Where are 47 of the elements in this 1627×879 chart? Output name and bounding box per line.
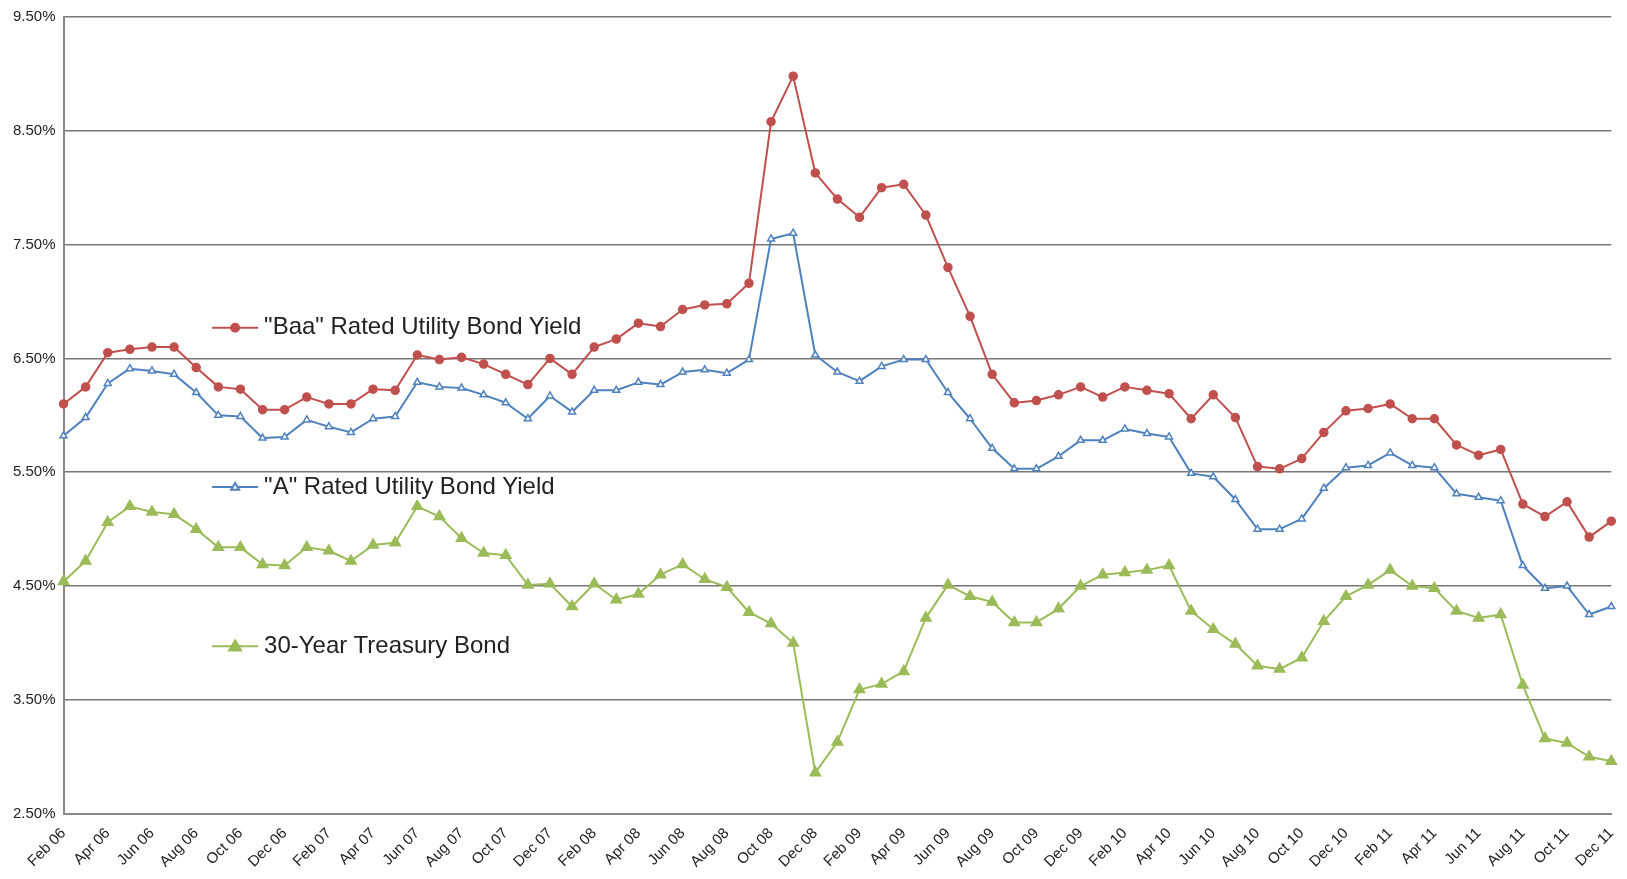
x-tick-label: Apr 06 (69, 824, 113, 868)
x-tick-label: Jun 10 (1174, 824, 1219, 868)
x-tick-label: Aug 11 (1483, 824, 1528, 869)
x-tick-label: Apr 11 (1396, 824, 1440, 867)
x-tick-label: Oct 11 (1529, 824, 1573, 867)
x-tick-label: Oct 09 (998, 824, 1042, 868)
y-tick-label: 7.50% (12, 234, 56, 252)
x-tick-label: Jun 08 (643, 824, 688, 868)
x-tick-label: Dec 06 (244, 824, 290, 870)
legend-label: "A" Rated Utility Bond Yield (264, 471, 555, 499)
x-tick-label: Dec 10 (1305, 824, 1351, 870)
x-tick-label: Dec 09 (1040, 824, 1086, 870)
x-tick-label: Oct 06 (202, 824, 246, 868)
x-tick-label: Dec 08 (774, 824, 821, 870)
y-tick-label: 5.50% (12, 462, 56, 480)
y-tick-label: 8.50% (12, 120, 56, 138)
legend-label: 30-Year Treasury Bond (264, 630, 511, 658)
x-tick-label: Apr 09 (865, 824, 909, 868)
x-tick-label: Feb 08 (554, 824, 600, 870)
y-tick-label: 2.50% (12, 803, 56, 821)
x-tick-label: Jun 11 (1440, 824, 1484, 868)
x-tick-label: Aug 06 (155, 824, 202, 870)
x-tick-label: Apr 08 (600, 824, 644, 868)
x-tick-label: Feb 10 (1084, 824, 1130, 870)
x-tick-label: Dec 07 (509, 824, 556, 870)
y-tick-label: 9.50% (12, 7, 56, 25)
x-tick-label: Feb 11 (1350, 824, 1396, 869)
legend-label: "Baa" Rated Utility Bond Yield (264, 312, 582, 340)
x-tick-label: Aug 10 (1216, 824, 1263, 870)
x-tick-label: Oct 07 (467, 824, 511, 868)
x-tick-label: Aug 07 (420, 824, 467, 870)
x-tick-label: Feb 06 (23, 824, 69, 870)
x-tick-label: Aug 08 (686, 824, 732, 870)
x-tick-label: Oct 10 (1263, 824, 1307, 868)
x-tick-label: Dec 11 (1571, 824, 1617, 869)
x-tick-label: Aug 09 (951, 824, 998, 870)
x-tick-label: Apr 07 (334, 824, 379, 868)
x-tick-label: Jun 07 (378, 824, 423, 868)
x-tick-label: Apr 10 (1130, 824, 1175, 868)
x-tick-label: Oct 08 (732, 824, 777, 868)
x-tick-label: Feb 07 (288, 824, 334, 870)
x-tick-label: Jun 09 (909, 824, 953, 868)
x-tick-label: Feb 09 (819, 824, 865, 870)
y-tick-label: 3.50% (12, 689, 56, 707)
y-tick-label: 4.50% (12, 576, 56, 594)
y-tick-label: 6.50% (12, 348, 56, 366)
x-tick-label: Jun 06 (113, 824, 158, 868)
